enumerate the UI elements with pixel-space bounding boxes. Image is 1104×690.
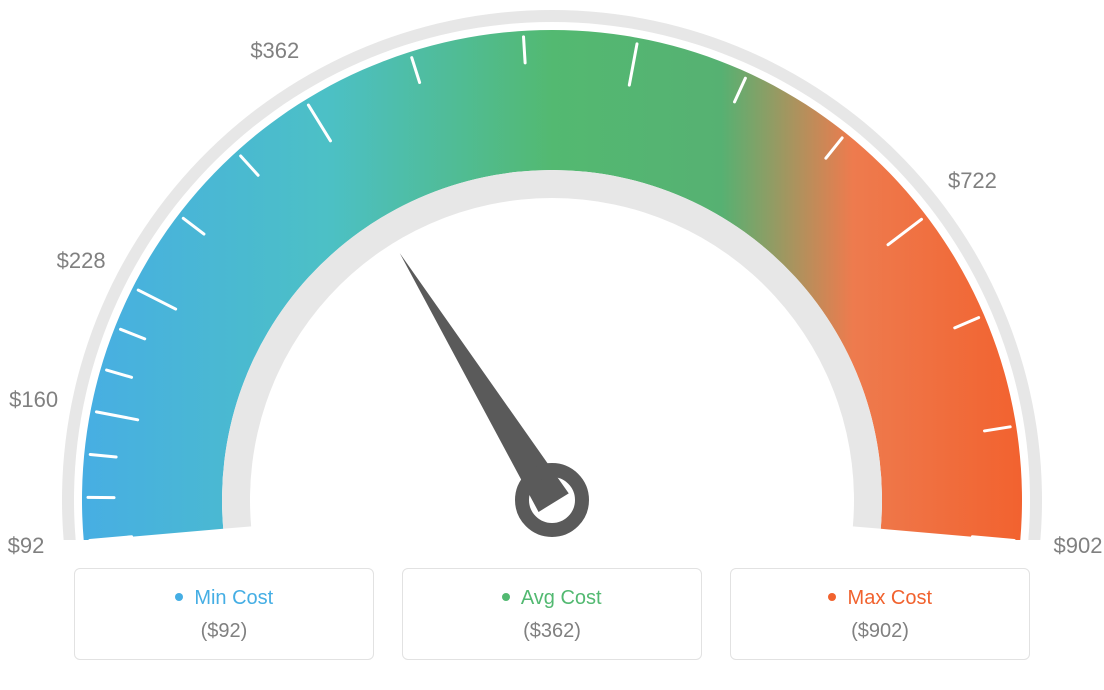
gauge-tick-label: $92 bbox=[8, 533, 45, 559]
legend-label: Min Cost bbox=[194, 587, 273, 609]
gauge-tick-label: $228 bbox=[57, 248, 106, 274]
legend-card-avg: Avg Cost ($362) bbox=[402, 568, 702, 660]
legend-value-max: ($902) bbox=[741, 620, 1019, 643]
legend-title-max: Max Cost bbox=[741, 587, 1019, 610]
legend-title-avg: Avg Cost bbox=[413, 587, 691, 610]
dot-icon bbox=[828, 593, 836, 601]
legend-value-avg: ($362) bbox=[413, 620, 691, 643]
legend-card-min: Min Cost ($92) bbox=[74, 568, 374, 660]
dot-icon bbox=[175, 593, 183, 601]
legend-value-min: ($92) bbox=[85, 620, 363, 643]
gauge-tick-label: $362 bbox=[250, 38, 299, 64]
legend-card-max: Max Cost ($902) bbox=[730, 568, 1030, 660]
gauge-tick-label: $902 bbox=[1054, 533, 1103, 559]
cost-gauge: $92$160$228$362$542$722$902 bbox=[0, 0, 1104, 540]
dot-icon bbox=[502, 593, 510, 601]
legend-row: Min Cost ($92) Avg Cost ($362) Max Cost … bbox=[0, 568, 1104, 660]
gauge-svg bbox=[0, 0, 1104, 540]
legend-label: Avg Cost bbox=[521, 587, 602, 609]
gauge-tick-label: $160 bbox=[9, 387, 58, 413]
gauge-tick-label: $722 bbox=[948, 168, 997, 194]
legend-title-min: Min Cost bbox=[85, 587, 363, 610]
legend-label: Max Cost bbox=[848, 587, 932, 609]
